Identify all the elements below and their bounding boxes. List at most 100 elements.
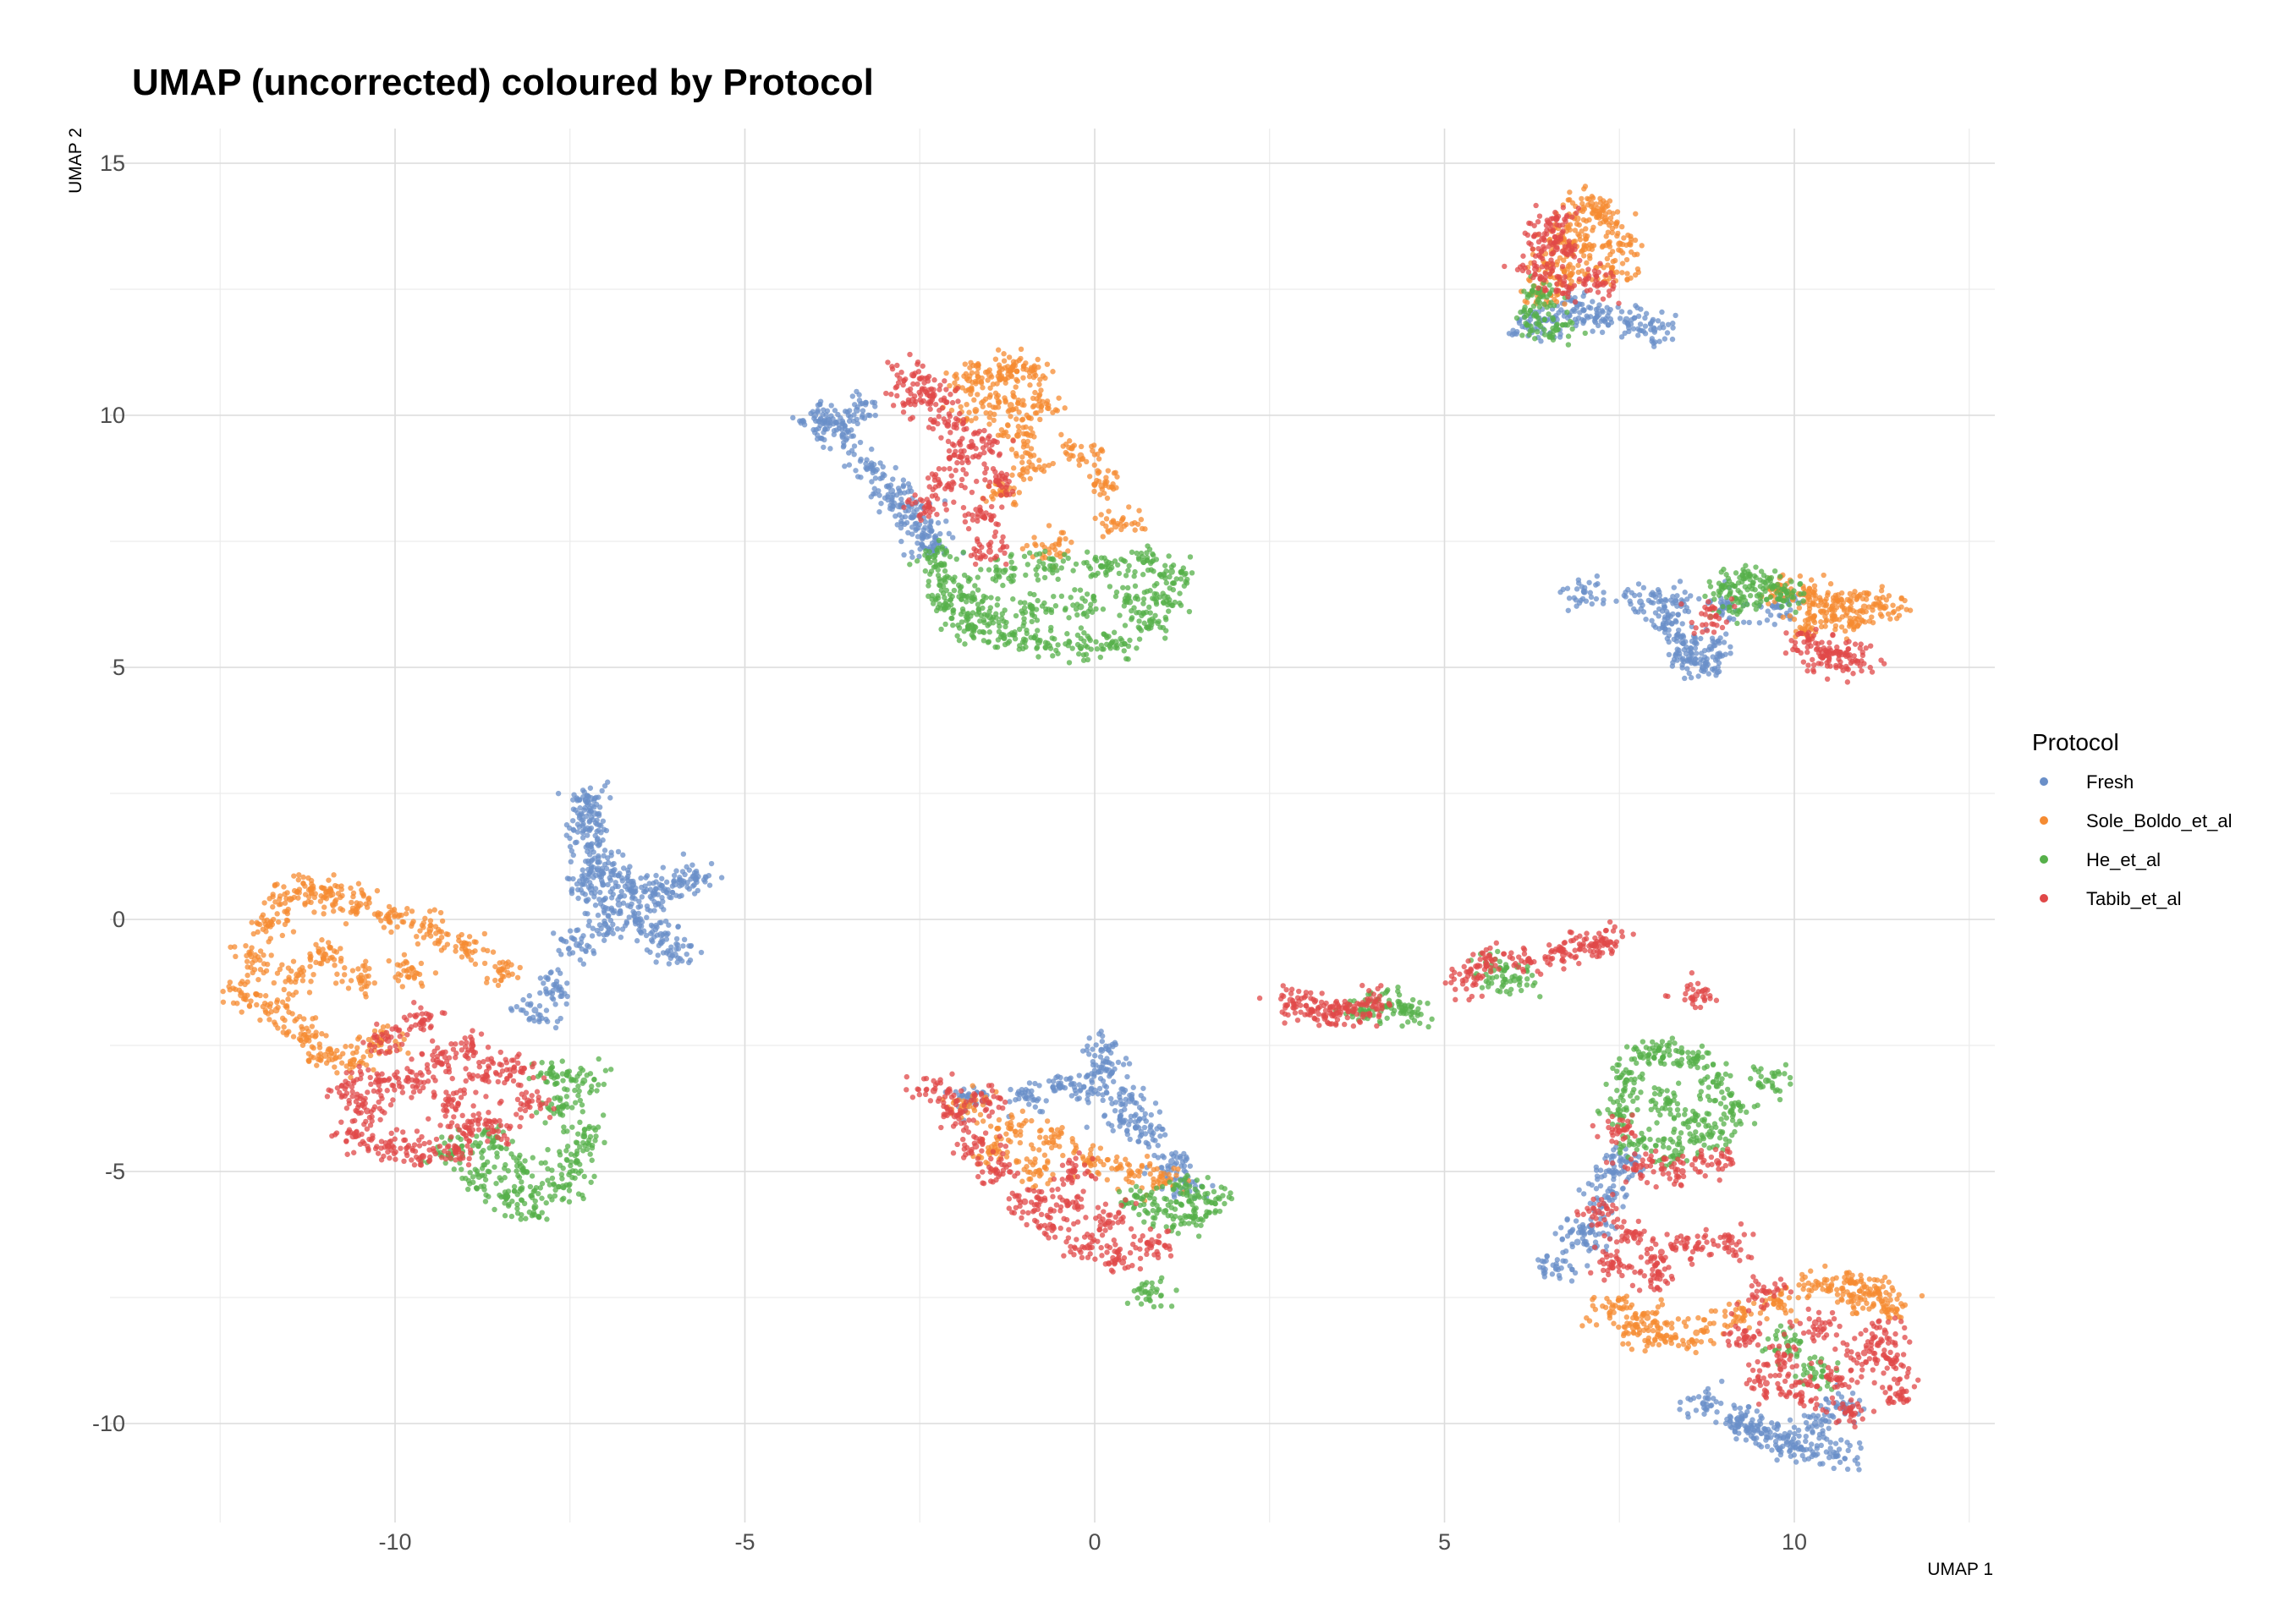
data-point-density <box>1843 1270 1849 1276</box>
data-point-density <box>298 1037 304 1044</box>
data-point-density <box>1135 1138 1141 1144</box>
data-point-density <box>305 875 311 881</box>
data-point-density <box>349 968 356 974</box>
data-point-density <box>1807 590 1813 596</box>
data-point-density <box>1822 1263 1828 1270</box>
data-point-density <box>1878 588 1885 594</box>
data-point-density <box>1879 613 1885 619</box>
data-point-density <box>464 1186 471 1193</box>
data-point-density <box>498 977 504 984</box>
data-point-density <box>1021 441 1027 447</box>
data-point-density <box>1637 327 1643 333</box>
data-point-density <box>355 1036 361 1042</box>
data-point-density <box>1784 1434 1791 1440</box>
data-point-density <box>1588 304 1594 311</box>
data-point-density <box>270 904 276 910</box>
data-point-density <box>1560 586 1566 593</box>
data-point-density <box>285 906 291 913</box>
data-point-density <box>1129 521 1135 527</box>
data-point-density <box>1859 1286 1865 1292</box>
data-point-density <box>1809 1453 1815 1460</box>
data-point-density <box>1689 652 1695 658</box>
data-point-density <box>568 848 575 854</box>
data-point-density <box>1837 1459 1843 1465</box>
data-point-density <box>575 1092 581 1099</box>
data-point-density <box>1008 414 1013 420</box>
data-point-density <box>872 403 878 409</box>
data-point-density <box>566 875 572 882</box>
data-point-density <box>1879 1309 1885 1314</box>
data-point-density <box>1732 1405 1738 1412</box>
data-point-density <box>666 922 672 928</box>
data-point-density <box>1864 590 1870 596</box>
data-point-density <box>1835 1391 1842 1396</box>
data-point-density <box>1032 1156 1038 1162</box>
data-point-density <box>1023 424 1029 431</box>
data-point-density <box>1067 438 1073 444</box>
data-point-density <box>1786 1295 1793 1301</box>
data-point-density <box>1844 596 1850 603</box>
data-point-density <box>1110 486 1117 492</box>
data-point-density <box>1599 329 1606 336</box>
data-point-density <box>677 893 683 899</box>
data-point-density <box>1036 1147 1042 1153</box>
data-point-density <box>581 872 587 878</box>
data-point-density <box>1019 1108 1026 1114</box>
data-point-density <box>508 1151 514 1157</box>
data-point-density <box>1847 606 1854 613</box>
data-point-density <box>1826 1425 1832 1431</box>
data-point-density <box>586 805 593 811</box>
data-point-density <box>1832 1440 1839 1446</box>
data-point-density <box>557 1162 563 1168</box>
data-point-density <box>1004 1149 1010 1155</box>
data-point-density <box>1091 462 1097 469</box>
data-point-density <box>1722 1313 1728 1320</box>
data-point-density <box>529 1173 536 1179</box>
data-point-density <box>484 975 491 982</box>
data-point-density <box>1603 1221 1609 1228</box>
data-point-density <box>1171 1166 1177 1171</box>
data-point-density <box>1803 1419 1810 1426</box>
data-point-density <box>594 1088 600 1094</box>
data-point-density <box>539 1195 545 1201</box>
data-point-density <box>1858 1276 1865 1282</box>
data-point-density <box>474 1185 480 1191</box>
data-point-density <box>1557 1276 1563 1281</box>
data-point-density <box>295 895 301 901</box>
data-point-density <box>1655 318 1662 324</box>
data-point-density <box>839 431 846 437</box>
data-point-density <box>504 963 511 970</box>
data-point-density <box>599 787 605 794</box>
data-point-density <box>552 1095 558 1101</box>
data-point-density <box>522 1158 528 1164</box>
data-point-density <box>644 946 651 953</box>
data-point-density <box>1632 237 1639 244</box>
data-point-density <box>485 947 491 954</box>
data-point-density <box>297 967 303 973</box>
data-point-density <box>971 1107 978 1114</box>
data-point-density <box>575 1191 582 1197</box>
data-point-density <box>854 474 861 480</box>
data-point-density <box>834 419 840 425</box>
data-point-density <box>1087 1151 1094 1157</box>
data-point-density <box>1593 1322 1600 1328</box>
data-point-density <box>1859 607 1865 614</box>
data-point-density <box>1571 595 1577 601</box>
data-point-density <box>636 898 642 904</box>
data-point-density <box>1664 330 1671 336</box>
data-point-density <box>377 911 383 917</box>
data-point-density <box>343 920 349 927</box>
data-point-density <box>1036 392 1042 399</box>
data-point-density <box>1869 614 1875 620</box>
data-point-density <box>327 892 333 898</box>
data-point-density <box>1108 1122 1115 1129</box>
data-point-density <box>1103 475 1109 480</box>
data-point-density <box>909 549 915 556</box>
data-point-density <box>1662 629 1668 635</box>
data-point-density <box>603 827 610 834</box>
data-point-density <box>962 641 968 647</box>
data-point-density <box>947 382 953 389</box>
data-point-density <box>874 466 880 473</box>
data-point-density <box>1727 1322 1734 1328</box>
data-point-density <box>1088 1146 1094 1153</box>
